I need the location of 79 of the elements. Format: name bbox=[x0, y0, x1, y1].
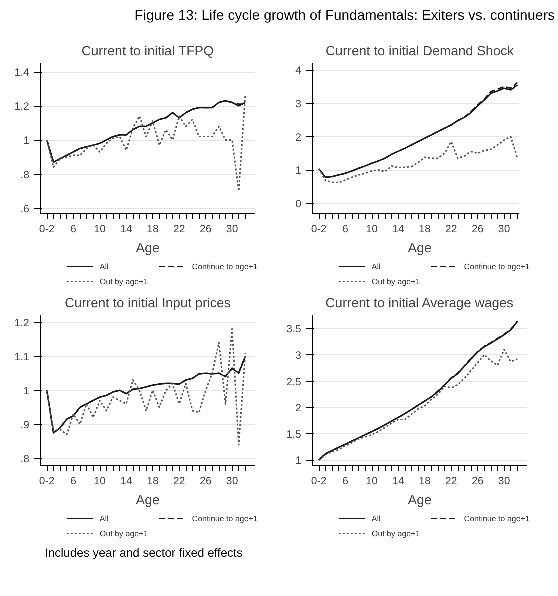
y-tick-label: 2 bbox=[296, 402, 302, 415]
x-tick-label: 22 bbox=[445, 224, 458, 236]
x-tick-label: 10 bbox=[366, 476, 378, 488]
line-series bbox=[318, 348, 518, 461]
x-tick-label: 10 bbox=[94, 224, 106, 236]
text: Includes year and sector fixed effects bbox=[45, 545, 243, 562]
x-axis-title: Age bbox=[408, 492, 432, 508]
y-tick-label: 1 bbox=[296, 165, 302, 178]
x-tick-label: 26 bbox=[472, 224, 484, 236]
legend-label: Continue to age+1 bbox=[464, 514, 530, 524]
legend-label: Out by age+1 bbox=[100, 277, 149, 286]
y-tick-label: 3.5 bbox=[286, 324, 302, 336]
x-tick-label: 30 bbox=[498, 224, 510, 236]
x-tick-label: 14 bbox=[392, 224, 404, 236]
x-tick-label: 18 bbox=[419, 224, 431, 236]
x-tick-label: 22 bbox=[173, 476, 186, 488]
x-tick-label: 18 bbox=[147, 476, 159, 488]
chart-title: Current to initial Demand Shock bbox=[326, 44, 514, 58]
chart-title: Current to initial Input prices bbox=[65, 296, 232, 310]
y-tick-label: 2.5 bbox=[286, 376, 302, 388]
y-tick-label: 1 bbox=[24, 135, 30, 148]
line-series bbox=[46, 93, 246, 192]
x-tick-label: 26 bbox=[472, 476, 484, 488]
legend-label: All bbox=[372, 514, 382, 524]
x-tick-label: 22 bbox=[173, 224, 186, 236]
legend-label: Continue to age+1 bbox=[464, 262, 530, 272]
y-tick-label: .8 bbox=[20, 169, 30, 182]
x-tick-label: 0-2 bbox=[39, 224, 55, 236]
text: Figure 13: Life cycle growth of Fundamentals: Exiters vs. continuers bbox=[134, 6, 555, 25]
legend-label: Out by age+1 bbox=[372, 529, 421, 538]
x-axis-title: Age bbox=[136, 492, 160, 508]
y-tick-label: .9 bbox=[20, 420, 30, 432]
x-tick-label: 0-2 bbox=[311, 476, 327, 488]
x-tick-label: 0-2 bbox=[39, 476, 55, 488]
x-tick-label: 30 bbox=[498, 476, 510, 488]
line-series bbox=[46, 328, 246, 446]
line-series bbox=[318, 136, 518, 184]
y-tick-label: .6 bbox=[20, 203, 30, 216]
y-tick-label: 1.1 bbox=[14, 351, 30, 364]
x-tick-label: 26 bbox=[200, 476, 212, 488]
legend-label: Continue to age+1 bbox=[192, 514, 258, 524]
y-tick-label: 1 bbox=[296, 455, 302, 468]
x-axis-title: Age bbox=[136, 240, 160, 256]
x-tick-label: 10 bbox=[94, 476, 106, 488]
x-axis-title: Age bbox=[408, 240, 432, 256]
x-tick-label: 6 bbox=[342, 476, 349, 488]
legend-label: Continue to age+1 bbox=[192, 262, 258, 272]
x-tick-label: 18 bbox=[419, 476, 431, 488]
y-tick-label: 1.5 bbox=[286, 428, 302, 441]
y-tick-label: 1 bbox=[24, 386, 30, 398]
x-tick-label: 18 bbox=[147, 224, 159, 236]
x-tick-label: 6 bbox=[70, 476, 77, 488]
legend-label: All bbox=[100, 262, 110, 272]
x-tick-label: 26 bbox=[200, 224, 212, 236]
y-tick-label: 0 bbox=[296, 198, 302, 210]
chart-title: Current to initial TFPQ bbox=[82, 44, 214, 58]
x-tick-label: 14 bbox=[120, 224, 132, 236]
y-tick-label: 1.2 bbox=[14, 317, 30, 330]
y-tick-label: .8 bbox=[20, 454, 30, 466]
chart-title: Current to initial Average wages bbox=[326, 296, 514, 310]
x-tick-label: 0-2 bbox=[311, 224, 327, 236]
y-tick-label: 4 bbox=[296, 65, 302, 78]
y-tick-label: 1.4 bbox=[14, 67, 30, 80]
legend-label: All bbox=[372, 262, 382, 272]
x-tick-label: 10 bbox=[366, 224, 378, 236]
y-tick-label: 3 bbox=[296, 350, 302, 362]
legend-label: All bbox=[100, 514, 110, 524]
y-tick-label: 3 bbox=[296, 98, 302, 110]
x-tick-label: 6 bbox=[70, 224, 77, 236]
x-tick-label: 22 bbox=[445, 476, 458, 488]
x-tick-label: 30 bbox=[226, 476, 238, 488]
legend-label: Out by age+1 bbox=[100, 529, 149, 538]
x-tick-label: 14 bbox=[392, 476, 404, 488]
legend-label: Out by age+1 bbox=[372, 277, 421, 286]
x-tick-label: 6 bbox=[342, 224, 349, 236]
y-tick-label: 2 bbox=[296, 132, 302, 144]
y-tick-label: 1.2 bbox=[14, 101, 30, 114]
x-tick-label: 14 bbox=[120, 476, 132, 488]
x-tick-label: 30 bbox=[226, 224, 238, 236]
